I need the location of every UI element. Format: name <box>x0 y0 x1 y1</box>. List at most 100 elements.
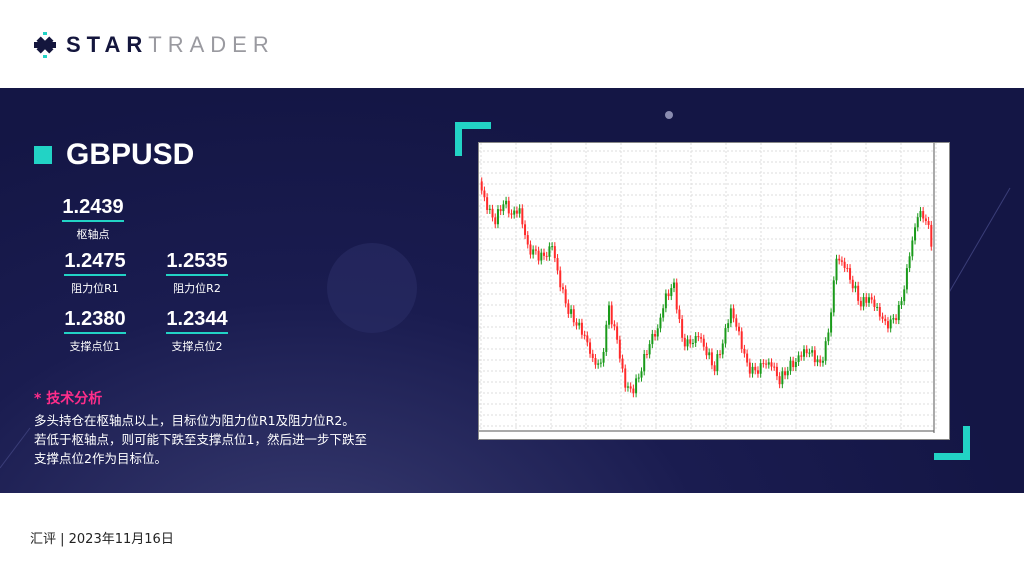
candle-body <box>556 258 559 271</box>
candle-body <box>846 267 849 269</box>
candle-body <box>719 354 722 356</box>
candle-body <box>589 342 592 354</box>
candle-body <box>905 268 908 290</box>
candle-body <box>765 363 768 365</box>
candle-body <box>488 208 491 210</box>
footer-date: 汇评 | 2023年11月16日 <box>30 532 174 547</box>
candle-body <box>597 363 600 365</box>
candlestick-chart <box>479 143 937 433</box>
candle-body <box>502 204 505 212</box>
candle-body <box>586 335 589 343</box>
candle-body <box>800 355 803 357</box>
candle-body <box>540 252 543 261</box>
candle-body <box>564 289 567 304</box>
candle-body <box>624 368 627 388</box>
candle-body <box>670 288 673 297</box>
candle-body <box>645 353 648 355</box>
corner-bracket-top <box>455 122 491 129</box>
candle-body <box>570 309 573 314</box>
candle-body <box>689 339 692 344</box>
candle-body <box>621 358 624 369</box>
candle-body <box>738 326 740 332</box>
candle-body <box>916 217 919 228</box>
title-square-icon <box>34 146 52 164</box>
candle-body <box>751 366 754 374</box>
corner-bracket-top <box>455 122 462 156</box>
candle-body <box>721 343 724 355</box>
candle-body <box>683 337 686 347</box>
candle-body <box>881 316 884 319</box>
candle-body <box>513 210 516 215</box>
candle-body <box>911 240 914 257</box>
candle-body <box>832 280 835 313</box>
candle-body <box>892 318 895 320</box>
s2-level: 1.2344 支撑点位2 <box>152 308 242 354</box>
candle-body <box>700 337 703 339</box>
pivot-value: 1.2439 <box>62 196 124 222</box>
candle-body <box>629 386 632 389</box>
candle-body <box>868 297 870 303</box>
candle-body <box>770 362 773 367</box>
r2-level: 1.2535 阻力位R2 <box>152 250 242 296</box>
candle-body <box>616 326 619 340</box>
candle-body <box>662 308 665 318</box>
candle-body <box>843 261 846 268</box>
candle-body <box>686 339 689 347</box>
candle-body <box>876 306 879 308</box>
candle-body <box>483 190 486 198</box>
candle-body <box>870 297 873 300</box>
candle-body <box>729 308 732 324</box>
candle-body <box>602 351 605 363</box>
candle-body <box>754 366 757 371</box>
candle-body <box>778 376 781 385</box>
candle-body <box>605 324 608 352</box>
candle-body <box>897 304 900 321</box>
candle-body <box>632 388 635 394</box>
candle-body <box>873 299 876 308</box>
brand-name-star: STAR <box>66 32 149 57</box>
candle-body <box>857 285 860 301</box>
candle-body <box>637 377 640 379</box>
candle-body <box>537 250 540 261</box>
candle-body <box>886 321 889 329</box>
candle-body <box>543 252 545 256</box>
candle-body <box>735 318 738 327</box>
candle-body <box>930 224 933 247</box>
candle-body <box>553 246 556 259</box>
candle-body <box>599 362 602 364</box>
candle-body <box>626 386 629 388</box>
candle-body <box>551 246 554 248</box>
candle-body <box>862 297 865 307</box>
candle-body <box>510 213 513 215</box>
r1-level: 1.2475 阻力位R1 <box>50 250 140 296</box>
pivot-level: 1.2439 枢轴点 <box>48 196 138 242</box>
candle-body <box>610 305 613 325</box>
candle-body <box>903 289 906 302</box>
candle-body <box>583 334 586 336</box>
price-chart-image <box>478 142 950 440</box>
candle-body <box>762 363 765 365</box>
candle-body <box>732 308 735 319</box>
candle-body <box>648 344 651 355</box>
candle-body <box>518 208 521 214</box>
candle-body <box>572 309 575 323</box>
candle-body <box>529 244 532 255</box>
candle-body <box>746 353 749 363</box>
candle-body <box>789 360 792 371</box>
candle-body <box>821 360 824 363</box>
r1-label: 阻力位R1 <box>71 282 119 295</box>
candle-body <box>819 359 822 363</box>
content-banner: GBPUSD 1.2439 枢轴点 1.2475 阻力位R1 1.2535 阻力位R2… <box>0 88 1024 493</box>
candle-body <box>859 300 862 307</box>
candle-body <box>532 249 535 255</box>
candle-body <box>675 282 678 310</box>
candle-body <box>491 208 494 218</box>
candle-body <box>840 260 843 262</box>
r1-value: 1.2475 <box>64 250 126 276</box>
brand-logo: STARTRADER <box>32 32 275 58</box>
candle-body <box>805 349 808 354</box>
candle-body <box>559 270 562 288</box>
r2-value: 1.2535 <box>166 250 228 276</box>
candle-body <box>743 348 746 354</box>
candle-body <box>545 255 548 257</box>
